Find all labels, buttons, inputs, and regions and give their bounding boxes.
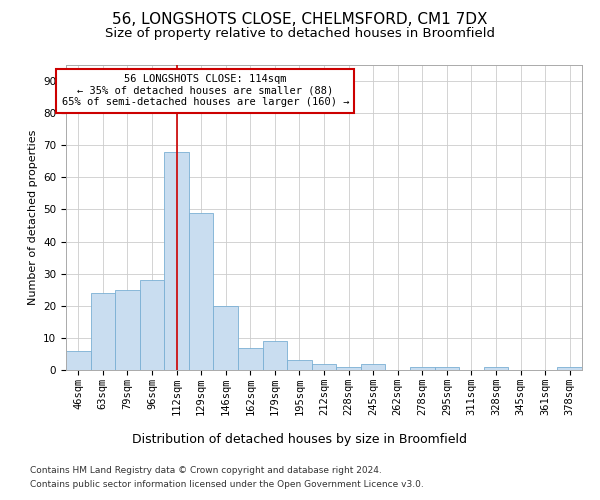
Text: Contains HM Land Registry data © Crown copyright and database right 2024.: Contains HM Land Registry data © Crown c… <box>30 466 382 475</box>
Bar <box>484 367 508 370</box>
Bar <box>164 152 189 370</box>
Bar <box>214 306 238 370</box>
Bar <box>287 360 312 370</box>
Text: Distribution of detached houses by size in Broomfield: Distribution of detached houses by size … <box>133 432 467 446</box>
Text: Contains public sector information licensed under the Open Government Licence v3: Contains public sector information licen… <box>30 480 424 489</box>
Y-axis label: Number of detached properties: Number of detached properties <box>28 130 38 305</box>
Bar <box>263 341 287 370</box>
Bar <box>238 348 263 370</box>
Text: 56 LONGSHOTS CLOSE: 114sqm
← 35% of detached houses are smaller (88)
65% of semi: 56 LONGSHOTS CLOSE: 114sqm ← 35% of deta… <box>62 74 349 108</box>
Bar <box>410 367 434 370</box>
Bar <box>66 350 91 370</box>
Text: Size of property relative to detached houses in Broomfield: Size of property relative to detached ho… <box>105 28 495 40</box>
Bar <box>361 364 385 370</box>
Bar <box>140 280 164 370</box>
Bar <box>189 212 214 370</box>
Bar <box>91 293 115 370</box>
Bar <box>336 367 361 370</box>
Bar <box>115 290 140 370</box>
Text: 56, LONGSHOTS CLOSE, CHELMSFORD, CM1 7DX: 56, LONGSHOTS CLOSE, CHELMSFORD, CM1 7DX <box>112 12 488 28</box>
Bar <box>434 367 459 370</box>
Bar <box>312 364 336 370</box>
Bar <box>557 367 582 370</box>
